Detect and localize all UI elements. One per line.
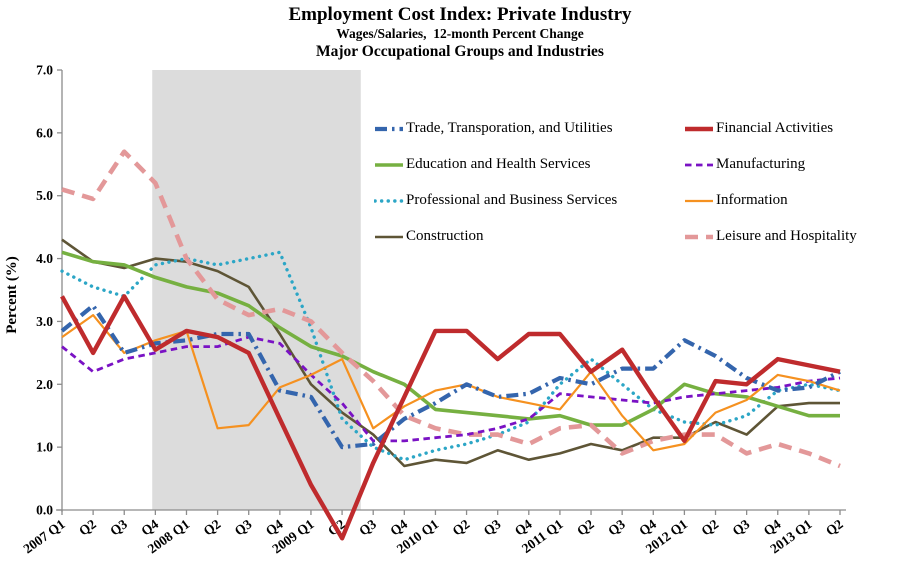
- legend-item-professional-and-business-services: Professional and Business Services: [374, 192, 684, 209]
- chart-legend: Trade, Transporation, and Utilities Finan…: [374, 120, 896, 245]
- legend-item-education-and-health-services: Education and Health Services: [374, 156, 684, 173]
- legend-marker-manufacturing: [685, 163, 713, 166]
- chart-subtitle-2: Major Occupational Groups and Industries: [316, 42, 604, 60]
- legend-label-construction: Construction: [406, 228, 484, 244]
- y-tick-label-4: 4.0: [36, 251, 53, 266]
- x-tick-label-17: Q2: [574, 516, 597, 538]
- legend-label-manufacturing: Manufacturing: [716, 156, 806, 172]
- x-tick-label-1: Q2: [76, 516, 99, 538]
- x-tick-label-5: Q2: [201, 516, 224, 538]
- y-tick-label-0: 0.0: [36, 503, 53, 518]
- legend-label-leisure-and-hospitality: Leisure and Hospitality: [716, 228, 857, 244]
- chart-title: Employment Cost Index: Private Industry: [288, 4, 632, 25]
- x-tick-label-18: Q3: [605, 516, 628, 538]
- legend-item-trade-transporation-and-utilities: Trade, Transporation, and Utilities: [374, 120, 684, 137]
- legend-marker-construction: [375, 235, 403, 238]
- y-tick-label-2: 2.0: [36, 377, 53, 392]
- legend-label-professional-and-business-services: Professional and Business Services: [406, 192, 618, 208]
- legend-label-financial-activities: Financial Activities: [716, 120, 834, 136]
- legend-marker-financial-activities: [685, 126, 713, 131]
- legend-marker-trade-transporation-and-utilities: [375, 126, 403, 131]
- x-tick-label-22: Q3: [730, 516, 753, 538]
- y-tick-label-5: 5.0: [36, 188, 53, 203]
- recession-band: [152, 70, 361, 510]
- legend-label-education-and-health-services: Education and Health Services: [406, 156, 591, 172]
- y-tick-label-3: 3.0: [36, 314, 53, 329]
- legend-marker-education-and-health-services: [375, 162, 403, 167]
- legend-marker-professional-and-business-services: [374, 198, 404, 203]
- x-tick-label-2: Q3: [107, 516, 130, 538]
- x-tick-label-13: Q2: [450, 516, 473, 538]
- legend-item-financial-activities: Financial Activities: [684, 120, 896, 137]
- legend-item-manufacturing: Manufacturing: [684, 156, 896, 173]
- y-tick-label-7: 7.0: [36, 63, 53, 78]
- series-line-financial-activities: [60, 294, 841, 541]
- legend-marker-leisure-and-hospitality: [685, 234, 713, 239]
- legend-item-leisure-and-hospitality: Leisure and Hospitality: [684, 228, 896, 245]
- y-tick-label-1: 1.0: [36, 440, 53, 455]
- legend-label-information: Information: [716, 192, 788, 208]
- legend-marker-information: [685, 199, 713, 202]
- legend-item-construction: Construction: [374, 228, 684, 245]
- chart-subtitle: Wages/Salaries, 12-month Percent Change: [336, 25, 584, 41]
- x-tick-label-14: Q3: [481, 516, 504, 538]
- series-line-leisure-and-hospitality: [61, 149, 841, 469]
- x-tick-label-6: Q3: [232, 516, 255, 538]
- legend-label-trade-transporation-and-utilities: Trade, Transporation, and Utilities: [406, 120, 613, 136]
- x-tick-label-10: Q3: [356, 516, 379, 538]
- x-tick-label-21: Q2: [698, 516, 721, 538]
- legend-item-information: Information: [684, 192, 896, 209]
- series-line-trade-transporation-and-utilities: [60, 303, 841, 450]
- y-tick-label-6: 6.0: [36, 125, 53, 140]
- title-block: Employment Cost Index: Private Industry …: [25, 4, 895, 61]
- x-tick-label-25: Q2: [823, 516, 846, 538]
- x-tick-label-0: 2007 Q1: [20, 516, 68, 556]
- series-line-professional-and-business-services: [60, 250, 842, 462]
- y-axis-title: Percent (%): [4, 256, 20, 334]
- series-line-information: [61, 314, 841, 452]
